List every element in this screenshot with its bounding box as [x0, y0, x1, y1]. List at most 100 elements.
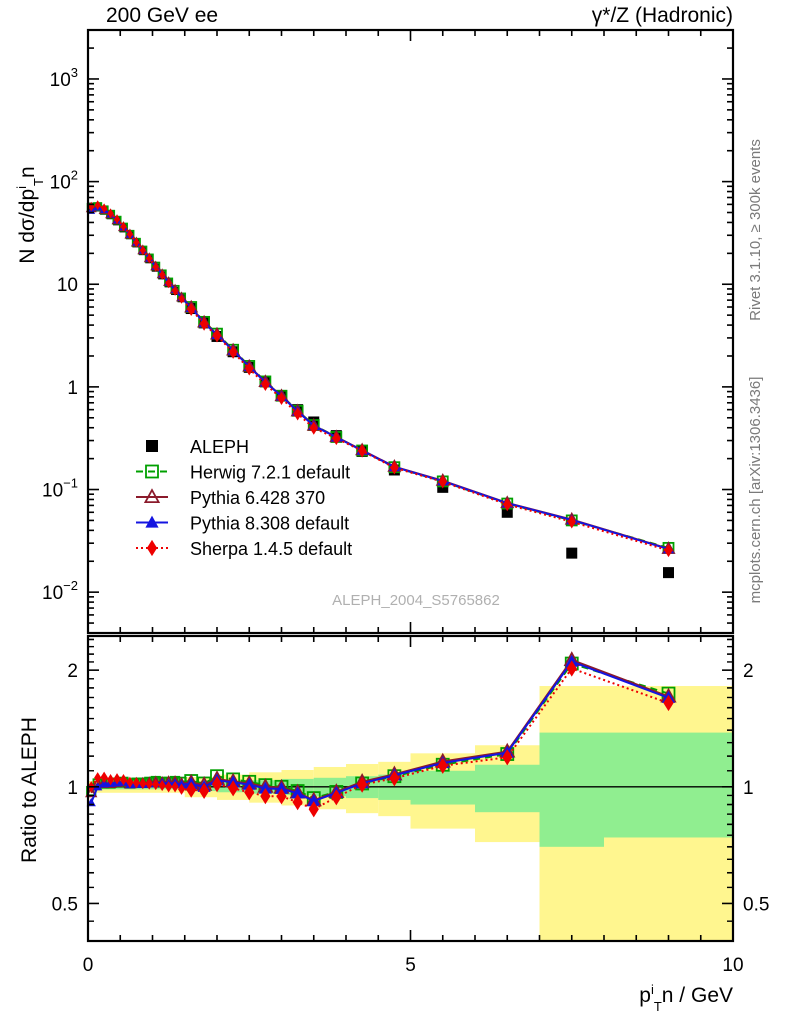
inner-band-segment [475, 764, 540, 813]
data-marker [119, 774, 128, 786]
legend-entry[interactable]: Pythia 6.428 370 [136, 488, 325, 508]
legend-entry[interactable]: Sherpa 1.4.5 default [136, 539, 352, 559]
data-marker [663, 567, 674, 579]
data-marker [133, 237, 140, 248]
data-marker [389, 770, 400, 787]
y-tick-exponent: −2 [63, 578, 78, 593]
data-marker [274, 781, 289, 794]
x-tick-label: 10 [722, 955, 743, 976]
ratio-y-tick-label-right: 2 [743, 661, 754, 682]
series-pythia-6-428-370 [85, 200, 676, 554]
data-marker [567, 515, 576, 529]
main-panel-frame [86, 28, 735, 635]
data-marker [212, 328, 222, 343]
y-tick-label: 1 [67, 378, 78, 399]
data-marker [132, 777, 140, 789]
y-axis-label-sub: T [31, 178, 46, 186]
data-marker [664, 543, 673, 558]
y-tick-exponent: 3 [71, 65, 78, 80]
data-marker [158, 779, 166, 792]
y-tick-base: 1 [67, 378, 78, 399]
x-axis-label: piTn / GeV [639, 982, 733, 1014]
y-tick-base: 10 [50, 173, 71, 194]
legend-entry-label: Pythia 6.428 370 [190, 488, 325, 508]
data-marker [159, 270, 166, 280]
y-tick-base: 10 [42, 583, 63, 604]
data-marker [146, 539, 158, 557]
legend-entry-label: Sherpa 1.4.5 default [190, 539, 352, 559]
data-marker [177, 783, 186, 795]
data-marker [113, 773, 121, 785]
data-marker [276, 788, 287, 805]
legend-entry[interactable]: Pythia 8.308 default [136, 514, 349, 534]
data-marker [244, 784, 255, 801]
mcplots-reference-label: mcplots.cern.ch [arXiv:1306.3436] [747, 377, 764, 604]
data-marker [94, 200, 101, 210]
y-tick-label: 10 [57, 275, 78, 296]
ratio-y-tick-label-right: 1 [743, 778, 754, 799]
data-marker [171, 781, 179, 793]
inner-band-segment [604, 732, 733, 838]
data-marker [211, 776, 223, 793]
data-marker [331, 789, 342, 806]
rivet-version-label: Rivet 3.1.10, ≥ 300k events [747, 139, 764, 321]
data-marker [120, 221, 127, 232]
main-panel-series [85, 200, 676, 579]
data-marker [143, 488, 161, 504]
series-line [90, 206, 669, 551]
ratio-y-tick-label: 2 [67, 661, 78, 682]
series-line [90, 204, 669, 552]
data-marker [146, 253, 153, 264]
data-marker [242, 777, 256, 790]
series-herwig-7-2-1-default [86, 202, 675, 554]
data-marker [126, 229, 133, 239]
x-tick-label: 5 [405, 955, 416, 976]
data-marker [107, 208, 114, 219]
x-axis-label-sup: i [651, 982, 654, 997]
data-marker [165, 278, 172, 289]
data-marker [228, 780, 239, 797]
data-marker [357, 444, 367, 458]
data-marker [228, 345, 238, 359]
data-marker [100, 771, 108, 783]
x-axis-label-sub: T [654, 999, 662, 1014]
data-marker [126, 776, 134, 788]
data-marker [178, 294, 185, 304]
legend: ALEPH Herwig 7.2.1 default Pythia 6.428 37… [136, 437, 352, 559]
y-axis-label: N dσ/dpiTn [14, 166, 46, 263]
y-tick-base: 10 [57, 275, 78, 296]
ratio-uncertainty-bands [88, 686, 733, 941]
series-line [90, 205, 669, 550]
data-marker [503, 497, 512, 512]
data-marker [566, 660, 577, 677]
series-pythia-8-308-default [87, 203, 674, 554]
legend-entry[interactable]: ALEPH [146, 437, 249, 457]
x-tick-label: 0 [83, 955, 94, 976]
legend-entry[interactable]: Herwig 7.2.1 default [136, 463, 350, 483]
legend-entry-label: Herwig 7.2.1 default [190, 463, 350, 483]
data-marker [139, 245, 146, 256]
y-tick-label: 102 [50, 168, 78, 194]
inner-band-segment [539, 732, 604, 847]
data-marker [261, 377, 270, 392]
y-axis-label-sup: i [14, 186, 29, 189]
ratio-y-tick-label-right: 0.5 [743, 894, 769, 915]
data-marker [145, 515, 159, 528]
series-aleph [87, 202, 674, 579]
series-sherpa-1-4-5-default [88, 200, 673, 558]
ratio-y-tick-label: 1 [67, 778, 78, 799]
ratio-panel-series [85, 651, 733, 818]
x-axis-label-base: p [639, 984, 651, 1007]
ratio-y-axis-label: Ratio to ALEPH [18, 717, 41, 863]
data-marker [199, 317, 209, 331]
y-tick-exponent: 2 [71, 168, 78, 183]
data-marker [107, 774, 115, 786]
y-tick-base: 10 [50, 70, 71, 91]
legend-entry-label: Pythia 8.308 default [190, 514, 349, 534]
data-marker [260, 788, 271, 805]
data-marker [245, 362, 254, 376]
data-marker [113, 214, 121, 225]
data-marker [357, 776, 368, 793]
